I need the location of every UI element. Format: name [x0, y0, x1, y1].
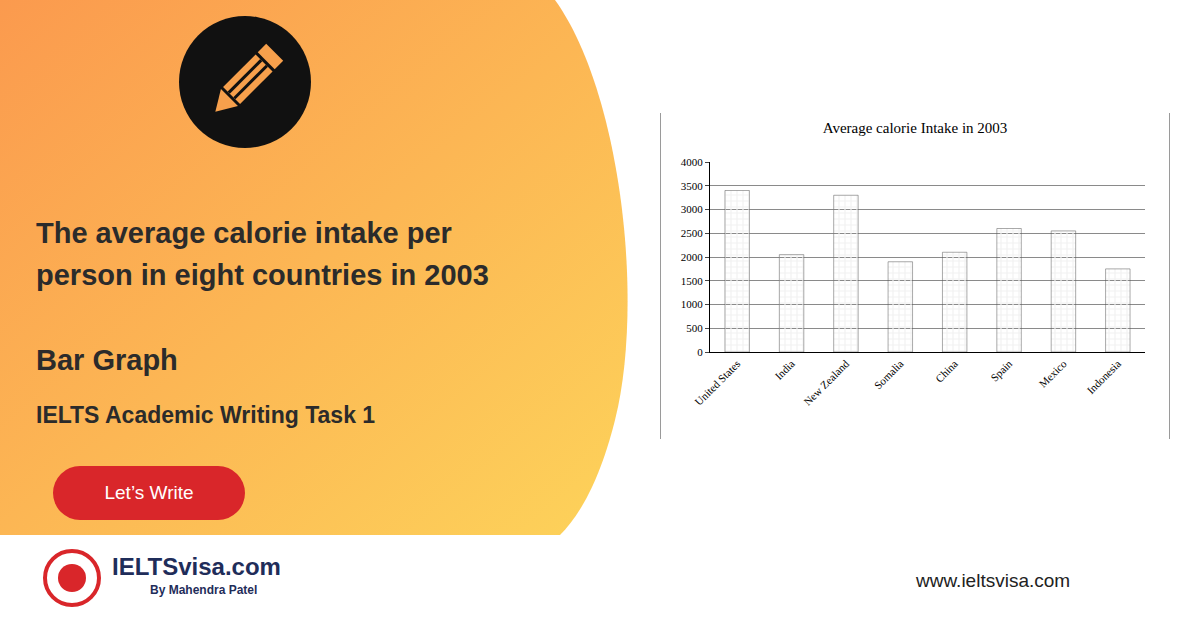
svg-text:4000: 4000: [681, 156, 704, 168]
svg-text:2500: 2500: [681, 227, 704, 239]
svg-text:1500: 1500: [681, 275, 704, 287]
html-text:Let’s Write: Let’s Write: [104, 482, 194, 503]
html-text:By Mahendra Patel: By Mahendra Patel: [150, 583, 258, 597]
html-text:IELTSvisa.com: IELTSvisa.com: [112, 553, 281, 580]
svg-text:Mexico: Mexico: [1036, 357, 1069, 390]
html-text:The average calorie intake per: The average calorie intake per person in…: [36, 217, 489, 291]
svg-text:2000: 2000: [681, 251, 704, 263]
svg-text:India: India: [772, 357, 797, 382]
svg-text:Spain: Spain: [988, 357, 1015, 384]
svg-text:New Zealand: New Zealand: [801, 357, 852, 408]
svg-text:3500: 3500: [681, 180, 704, 192]
svg-text:3000: 3000: [681, 203, 704, 215]
svg-text:500: 500: [686, 322, 703, 334]
html-text:www.ieltsvisa.com: www.ieltsvisa.com: [916, 570, 1071, 591]
html-text:Bar Graph: Bar Graph: [36, 344, 178, 376]
svg-text:Indonesia: Indonesia: [1084, 357, 1123, 396]
svg-text:Average calorie Intake in 2003: Average calorie Intake in 2003: [823, 120, 1008, 136]
svg-text:United States: United States: [692, 358, 742, 408]
html-text:IELTS Academic Writing Task 1: IELTS Academic Writing Task 1: [36, 402, 376, 428]
svg-text:Somalia: Somalia: [872, 357, 906, 391]
svg-text:0: 0: [697, 346, 703, 358]
svg-text:1000: 1000: [681, 298, 704, 310]
svg-text:China: China: [933, 357, 960, 384]
